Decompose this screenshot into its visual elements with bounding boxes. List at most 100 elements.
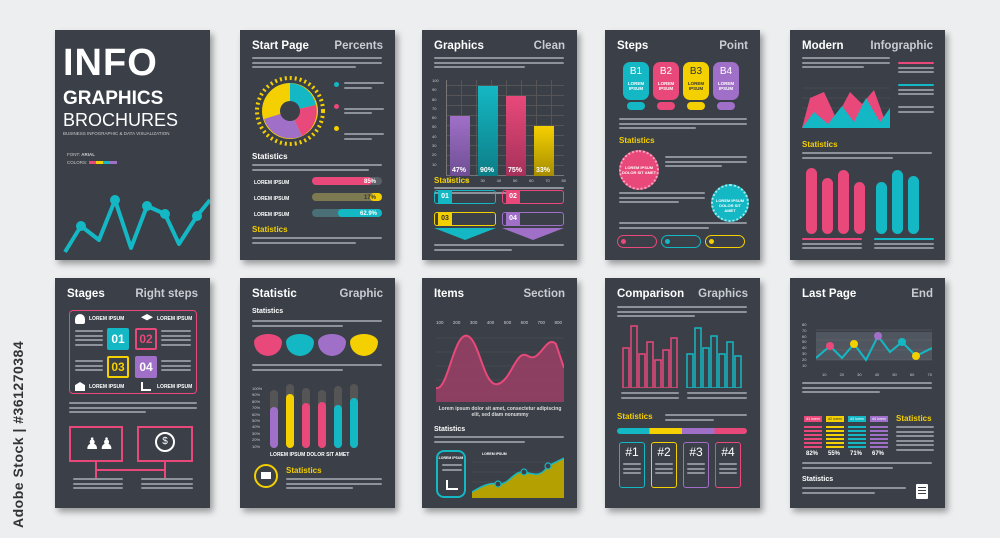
stages-page: Stages Right steps LOREM IPSUM LOREM IPS…	[55, 278, 210, 508]
timeline-bar	[617, 428, 747, 434]
page-subtitle: Point	[719, 40, 748, 52]
tube-3	[302, 388, 310, 448]
step-box-2	[502, 190, 564, 204]
page-subtitle: Graphic	[339, 288, 383, 300]
bar-label-1: 47%	[452, 167, 467, 174]
step-num-3: 03	[438, 213, 452, 225]
page-title: Stages	[67, 288, 105, 300]
tag-lorem-2: #2 lorem	[826, 416, 844, 422]
modern-page: Modern Infographic Statistics	[790, 30, 945, 260]
page-subtitle: Percents	[334, 40, 383, 52]
start-page: Start Page Percents Statistics LOREM IPS…	[240, 30, 395, 260]
text-block	[802, 152, 932, 161]
thermo-bar-6	[892, 170, 903, 234]
page-title: Start Page	[252, 40, 309, 52]
stats-heading: Statistics	[434, 176, 470, 185]
pct-3: 71%	[850, 451, 863, 457]
stats-heading-2: Statistics	[252, 225, 288, 234]
text-block	[252, 57, 382, 71]
tag-3: #3	[683, 442, 709, 488]
tag-2: #2	[651, 442, 677, 488]
tag-lorem-3: #3 lorem	[848, 416, 866, 422]
text-block	[619, 118, 747, 132]
page-subtitle: Right steps	[135, 288, 198, 300]
chart-caption: LOREM IPSUM DOLOR SIT AMET	[270, 452, 350, 458]
bar-2	[478, 86, 498, 176]
connector-lines	[95, 462, 166, 478]
step-num-1: 01	[438, 191, 452, 203]
stage-num-4: 04	[135, 356, 157, 378]
graduation-icon	[141, 314, 153, 321]
chart-caption: Lorem ipsum dolor sit amet, consectetur …	[438, 406, 562, 418]
text-block	[665, 156, 747, 170]
cover-colors-row: COLORS:	[67, 160, 117, 165]
bar-label: LOREM IPSUM	[254, 196, 290, 202]
step-b4: B4 LOREM IPSUM	[713, 62, 739, 100]
step-box-1	[434, 190, 496, 204]
page-title: Items	[434, 288, 465, 300]
drop-teal	[286, 334, 314, 356]
page-subtitle: Infographic	[870, 40, 933, 52]
text-block	[73, 478, 123, 492]
area-chart	[802, 87, 890, 128]
pct-1: 82%	[806, 451, 819, 457]
stage-num-2: 02	[135, 328, 157, 350]
tube-6	[350, 384, 358, 448]
piggy-bank-icon: $	[155, 432, 175, 452]
page-subtitle: Graphics	[698, 288, 748, 300]
text-block	[802, 487, 906, 496]
font-label: FONT:	[67, 152, 80, 157]
legend-dot-yellow	[334, 126, 339, 131]
step-box-3	[434, 212, 496, 226]
text-block	[434, 244, 564, 253]
step-b2: B2 LOREM IPSUM	[653, 62, 679, 100]
x-axis-ticks: 10 20 30 40 50 60 70	[822, 372, 932, 377]
text-block	[161, 360, 191, 374]
info-badge: LOREM IPSUM	[436, 450, 466, 498]
text-block	[161, 330, 191, 348]
text-block	[252, 364, 382, 373]
chart-bars-icon	[446, 480, 458, 490]
colors-label: COLORS:	[67, 160, 88, 165]
chart-icon	[141, 382, 151, 391]
drop-pink	[254, 334, 282, 356]
page-title: Statistic	[252, 288, 297, 300]
text-block	[75, 360, 103, 374]
stats-heading: Statistics	[434, 426, 466, 433]
cover-line-chart	[63, 195, 210, 254]
page-title: Graphics	[434, 40, 484, 52]
stage-label-2: LOREM IPSUM	[157, 316, 193, 322]
tube-4	[318, 390, 326, 448]
progress-bar-2	[312, 193, 382, 201]
cover-title-3: BROCHURES	[63, 110, 179, 130]
thermo-bar-3	[838, 170, 849, 234]
progress-bar-1	[312, 177, 382, 185]
bar-4	[534, 126, 554, 176]
text-block	[802, 57, 890, 71]
legend-dot-pink	[334, 104, 339, 109]
thermo-bar-2	[822, 178, 833, 234]
text-block	[619, 192, 705, 206]
text-block	[252, 320, 382, 329]
thermo-bar-5	[876, 182, 887, 234]
text-block	[896, 426, 934, 453]
text-block	[434, 187, 564, 196]
bar-label-4: 33%	[536, 167, 551, 174]
y-axis-ticks: 80 70 60 50 40 30 20 10	[802, 322, 807, 368]
stripe-bar-3	[848, 426, 866, 448]
last-page: Last Page End 80 70 60 50 40 30 20 10 10 20 30 40 5…	[790, 278, 945, 508]
progress-bar-3	[312, 209, 382, 217]
pill-teal	[661, 235, 701, 248]
cover-title-2: GRAPHICS	[63, 88, 164, 109]
bell-icon	[75, 314, 85, 324]
donut-chart	[255, 76, 325, 146]
y-axis-ticks: 100% 90% 80% 70% 60% 50% 40% 30% 20% 10%	[252, 386, 263, 449]
text-block	[665, 414, 747, 423]
bar-label-2: 90%	[480, 167, 495, 174]
drop-yellow	[350, 334, 378, 356]
team-frame	[69, 426, 123, 462]
stats-heading: Statistics	[617, 412, 653, 421]
page-title: Last Page	[802, 288, 857, 300]
stats-heading: Statistics	[252, 308, 284, 315]
stats-heading: Statistics	[802, 140, 838, 149]
